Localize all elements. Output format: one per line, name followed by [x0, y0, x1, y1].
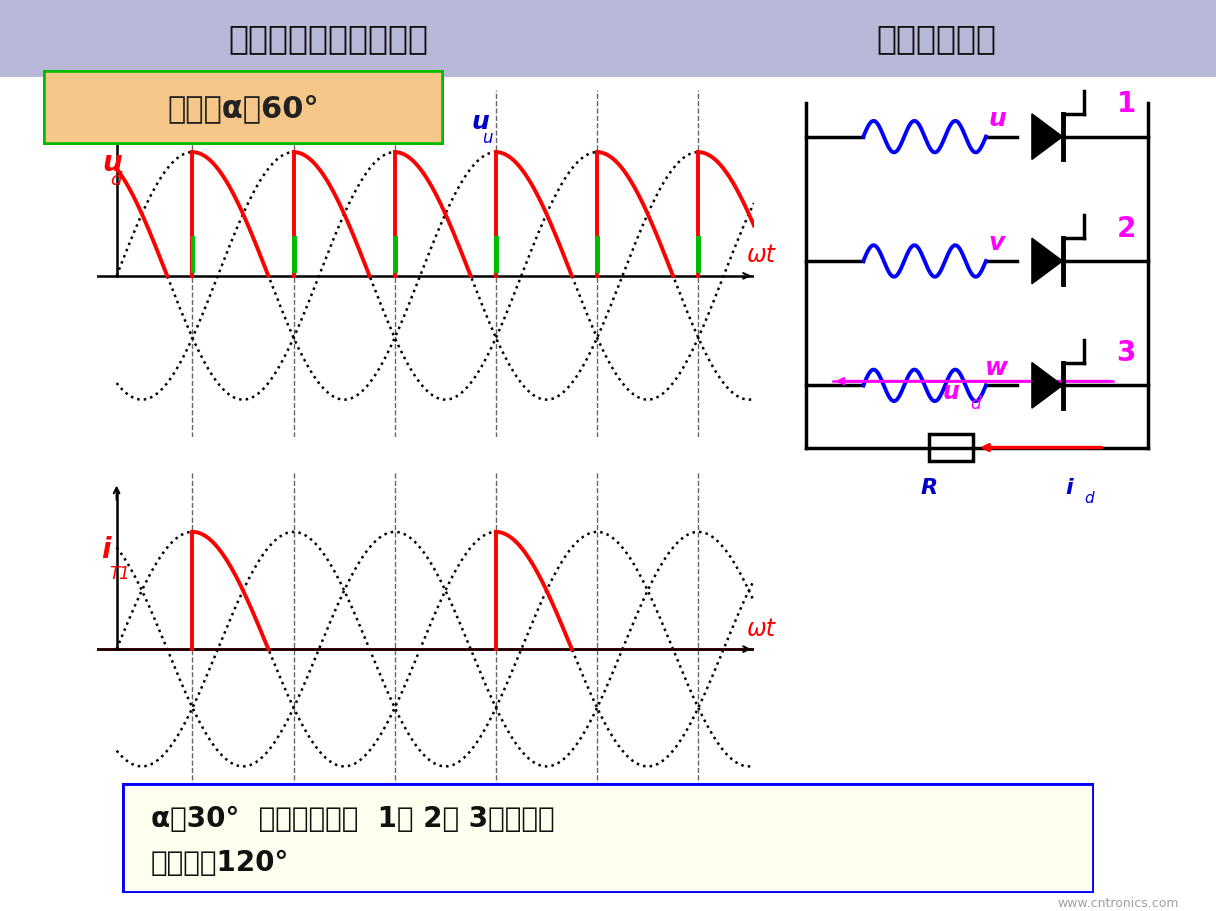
Bar	[697, 237, 702, 274]
Text: u: u	[483, 129, 492, 147]
Text: d: d	[111, 171, 122, 189]
Bar	[191, 237, 196, 274]
Bar	[929, 435, 973, 462]
Text: i: i	[1065, 477, 1073, 497]
Polygon shape	[1032, 239, 1063, 284]
Text: v: v	[280, 129, 289, 147]
Text: d: d	[969, 394, 980, 413]
Text: www.cntronics.com: www.cntronics.com	[1058, 896, 1180, 909]
Text: u: u	[174, 129, 185, 147]
Text: d: d	[1083, 491, 1093, 506]
Text: ωt: ωt	[747, 242, 776, 266]
Text: 1: 1	[1116, 90, 1136, 118]
Text: w: w	[382, 129, 395, 147]
Text: u: u	[989, 107, 1006, 131]
Bar	[292, 237, 297, 274]
Bar	[494, 237, 499, 274]
Text: 纯电阻性负载: 纯电阻性负载	[877, 22, 996, 56]
Text: T1: T1	[109, 564, 130, 582]
Text: u: u	[270, 110, 287, 134]
Text: 通角小于120°: 通角小于120°	[151, 848, 289, 876]
Polygon shape	[1032, 115, 1063, 160]
Text: 三相半波可控整流电路: 三相半波可控整流电路	[229, 22, 428, 56]
Text: w: w	[985, 355, 1008, 379]
Text: α＞30°  时电流断续，  1、 2、 3晶闸管导: α＞30° 时电流断续， 1、 2、 3晶闸管导	[151, 804, 554, 833]
Text: i: i	[101, 536, 111, 564]
Text: 3: 3	[1116, 339, 1136, 367]
Polygon shape	[1032, 363, 1063, 409]
Bar	[393, 237, 398, 274]
Text: u: u	[371, 110, 388, 134]
Text: u: u	[472, 110, 490, 134]
Text: R: R	[921, 477, 938, 497]
Text: u: u	[102, 148, 122, 177]
Text: 控制角α＝60°: 控制角α＝60°	[168, 94, 319, 123]
Text: v: v	[989, 231, 1004, 255]
Text: u: u	[942, 379, 959, 404]
Text: u: u	[163, 110, 181, 134]
Text: ωt: ωt	[747, 617, 776, 640]
Text: 2: 2	[1116, 215, 1136, 242]
Bar	[595, 237, 599, 274]
